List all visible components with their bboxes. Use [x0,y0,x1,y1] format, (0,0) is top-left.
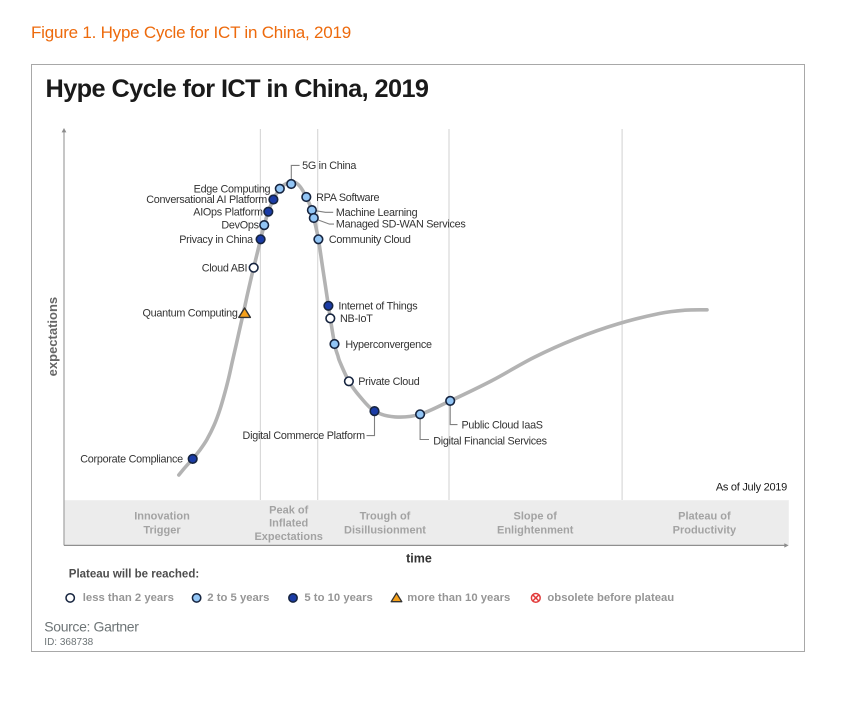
svg-text:Privacy in China: Privacy in China [179,234,253,246]
svg-text:obsolete before plateau: obsolete before plateau [547,592,674,604]
svg-text:Hyperconvergence: Hyperconvergence [345,339,432,351]
svg-text:Digital Commerce Platform: Digital Commerce Platform [243,430,366,442]
svg-text:2 to 5 years: 2 to 5 years [207,592,269,604]
svg-text:Expectations: Expectations [254,531,322,543]
svg-text:Cloud ABI: Cloud ABI [202,262,248,274]
svg-text:less than 2 years: less than 2 years [83,592,174,604]
svg-text:time: time [406,551,432,565]
svg-text:5G in China: 5G in China [302,160,356,172]
svg-text:DevOps: DevOps [221,220,259,232]
svg-text:Internet of Things: Internet of Things [338,301,418,313]
svg-text:Source: Gartner: Source: Gartner [44,619,139,635]
svg-text:Trigger: Trigger [143,525,181,537]
svg-text:Community Cloud: Community Cloud [329,234,411,246]
svg-text:Innovation: Innovation [134,511,190,523]
svg-text:Enlightenment: Enlightenment [497,525,574,537]
svg-text:Conversational AI Platform: Conversational AI Platform [146,194,267,206]
svg-text:Peak of: Peak of [269,504,308,516]
svg-text:Figure 1. Hype Cycle for ICT i: Figure 1. Hype Cycle for ICT in China, 2… [31,23,351,42]
svg-text:Machine Learning: Machine Learning [336,207,418,219]
svg-text:Hype Cycle for ICT in China, 2: Hype Cycle for ICT in China, 2019 [46,75,429,103]
svg-text:Digital Financial Services: Digital Financial Services [433,436,547,448]
svg-text:more than 10 years: more than 10 years [407,592,510,604]
svg-text:expectations: expectations [45,297,60,376]
svg-text:Inflated: Inflated [269,517,308,529]
svg-text:Plateau will be reached:: Plateau will be reached: [69,568,199,580]
svg-text:Private Cloud: Private Cloud [358,376,420,388]
svg-text:5 to 10 years: 5 to 10 years [304,592,372,604]
svg-text:Corporate Compliance: Corporate Compliance [80,454,183,466]
svg-text:Quantum Computing: Quantum Computing [143,308,238,320]
svg-text:Disillusionment: Disillusionment [344,525,426,537]
svg-text:Edge Computing: Edge Computing [194,183,271,195]
svg-text:Slope of: Slope of [514,511,558,523]
svg-text:Public Cloud IaaS: Public Cloud IaaS [462,419,543,431]
svg-text:ID: 368738: ID: 368738 [44,637,93,648]
svg-text:NB-IoT: NB-IoT [340,313,373,325]
svg-text:Trough of: Trough of [360,511,411,523]
svg-text:Productivity: Productivity [673,525,737,537]
svg-text:RPA Software: RPA Software [316,192,379,204]
svg-text:Managed SD-WAN Services: Managed SD-WAN Services [336,219,466,231]
svg-text:Plateau of: Plateau of [678,511,731,523]
svg-text:AIOps Platform: AIOps Platform [193,206,263,218]
svg-text:As of July 2019: As of July 2019 [716,482,787,494]
